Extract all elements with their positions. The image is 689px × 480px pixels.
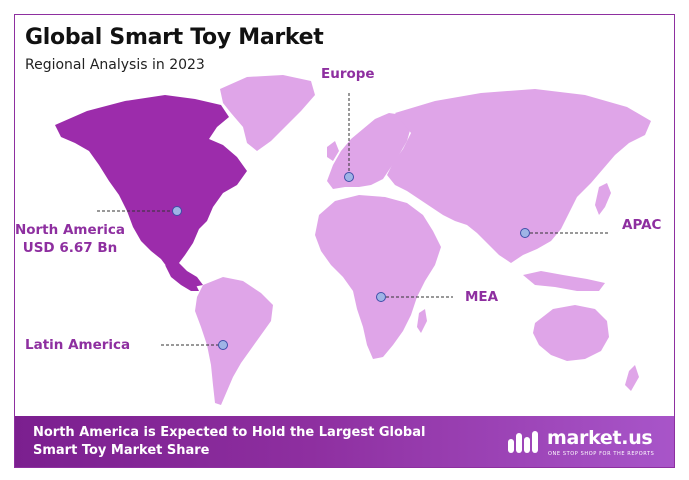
north-america-value: USD 6.67 Bn: [22, 240, 118, 256]
greenland-shape: [220, 75, 315, 151]
central-america-shape: [165, 265, 199, 291]
world-map: [55, 75, 651, 405]
apac-label: APAC: [622, 217, 662, 233]
mea-marker: [376, 292, 386, 302]
page-title: Global Smart Toy Market: [25, 25, 324, 50]
new-zealand-shape: [625, 365, 639, 391]
africa-shape: [315, 195, 441, 359]
asia-shape: [387, 89, 651, 263]
market-us-logo: market.us ONE STOP SHOP FOR THE REPORTS: [507, 427, 667, 459]
europe-label: Europe: [321, 66, 375, 82]
logo-tagline: ONE STOP SHOP FOR THE REPORTS: [548, 451, 655, 457]
japan-shape: [595, 183, 611, 215]
australia-shape: [533, 305, 609, 361]
madagascar-shape: [417, 309, 427, 333]
footer-line-2: Smart Toy Market Share: [33, 443, 210, 458]
latin-america-marker: [218, 340, 228, 350]
uk-shape: [327, 141, 339, 161]
europe-marker: [344, 172, 354, 182]
north-america-name: North America: [14, 222, 126, 238]
page-subtitle: Regional Analysis in 2023: [25, 57, 205, 73]
apac-marker: [520, 228, 530, 238]
latin-america-label: Latin America: [25, 337, 131, 353]
footer-line-1: North America is Expected to Hold the La…: [33, 425, 426, 440]
north-america-shape: [55, 95, 247, 287]
infographic-frame: Global Smart Toy Market Regional Analysi…: [14, 14, 675, 468]
north-america-label: North America USD 6.67 Bn: [14, 221, 130, 257]
logo-name: market.us: [547, 427, 653, 449]
north-america-marker: [172, 206, 182, 216]
footer-message: North America is Expected to Hold the La…: [33, 424, 503, 460]
south-america-shape: [195, 277, 273, 405]
logo-mark-icon: [508, 431, 538, 453]
footer-banner: North America is Expected to Hold the La…: [15, 416, 674, 467]
indonesia-shape: [523, 271, 605, 291]
mea-label: MEA: [465, 289, 499, 305]
europe-shape: [327, 113, 411, 189]
